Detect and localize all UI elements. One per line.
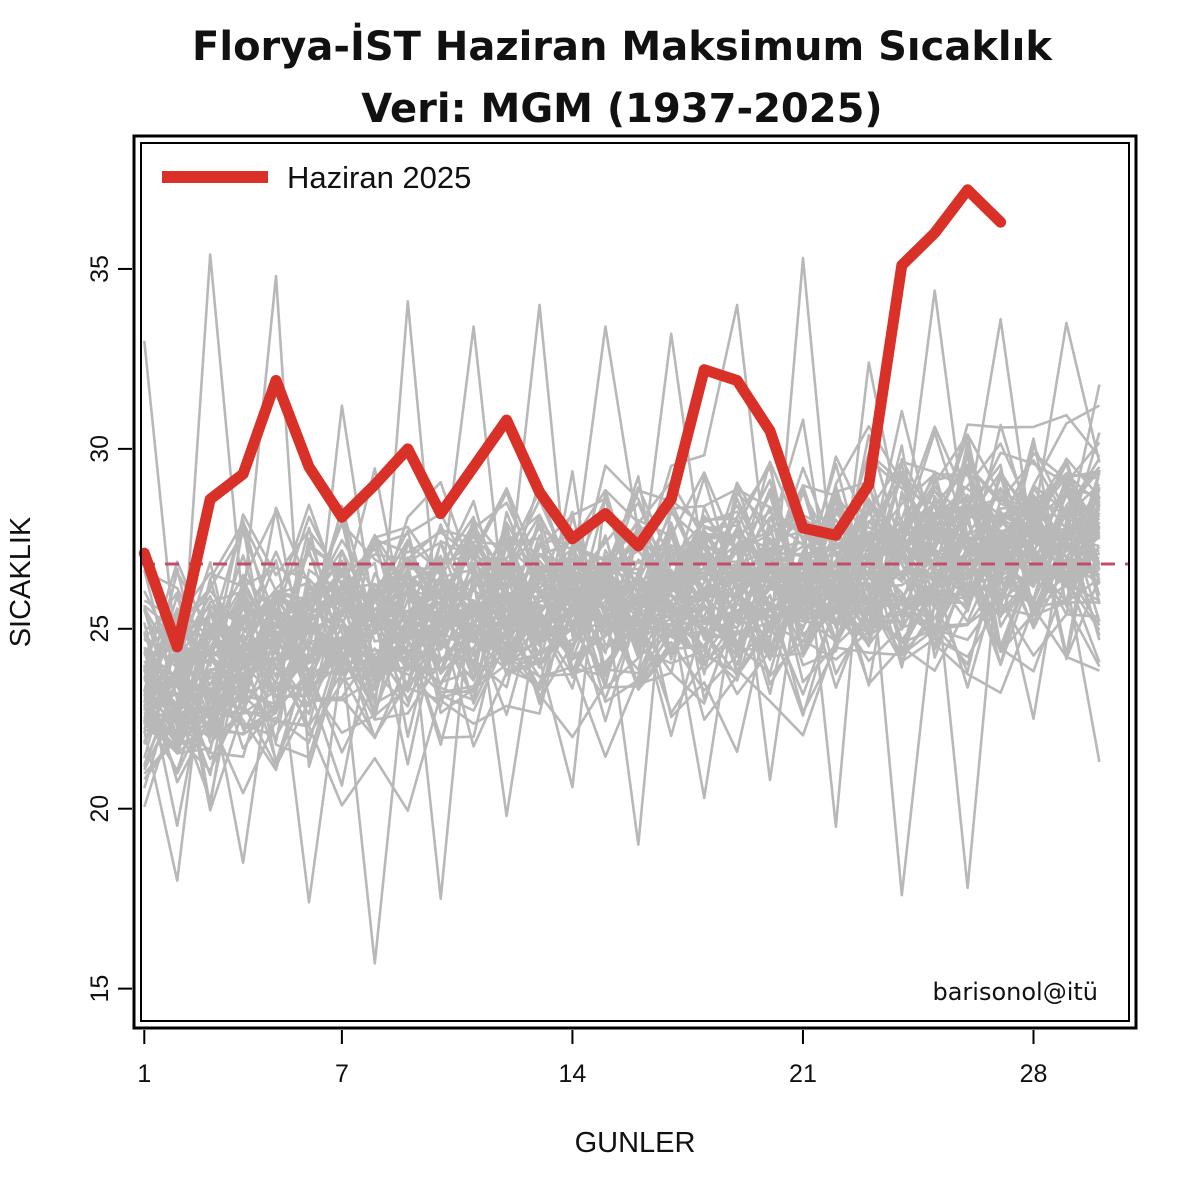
x-tick-label: 28: [1020, 1060, 1048, 1088]
series-line-haziran-2025: [138, 184, 1007, 653]
y-tick-label: 25: [86, 615, 114, 643]
x-tick-label: 21: [789, 1060, 817, 1088]
chart-subtitle: Veri: MGM (1937-2025): [361, 86, 882, 132]
background-series-line: [143, 476, 1101, 721]
y-tick-label: 35: [86, 255, 114, 283]
y-axis-label: SICAKLIK: [5, 516, 37, 647]
background-series-line: [143, 469, 1101, 755]
credit-text: barisonol@itü: [932, 978, 1098, 1006]
x-axis: 1 7 14 21 28: [137, 1030, 1047, 1088]
background-series-line: [143, 500, 1101, 740]
background-series-line: [143, 549, 1101, 787]
y-tick-label: 15: [86, 975, 114, 1003]
legend-label-haziran-2025: Haziran 2025: [287, 160, 471, 195]
background-series-line: [144, 502, 1101, 759]
background-series-line: [143, 462, 1101, 717]
plot-area: [138, 184, 1129, 965]
y-tick-label: 20: [86, 795, 114, 823]
plot-frame-inner: [140, 142, 1130, 1022]
background-series-line: [143, 556, 1100, 768]
y-axis: 15 20 25 30 35: [86, 255, 132, 1003]
x-tick-label: 14: [559, 1060, 587, 1088]
chart-title: Florya-İST Haziran Maksimum Sıcaklık: [192, 22, 1053, 70]
background-series-line: [143, 404, 1101, 744]
x-tick-label: 1: [137, 1060, 151, 1088]
y-tick-label: 30: [86, 435, 114, 463]
legend: Haziran 2025: [162, 160, 471, 195]
background-series-line: [143, 413, 1101, 674]
x-axis-label: GUNLER: [575, 1127, 696, 1159]
background-series-line: [143, 493, 1101, 748]
background-series-line: [143, 491, 1101, 761]
background-series-line: [143, 533, 1100, 775]
background-series-line: [143, 460, 1101, 714]
plot-frame-outer: [132, 134, 1138, 1030]
x-tick-label: 7: [335, 1060, 349, 1088]
background-series-group: [143, 253, 1101, 965]
